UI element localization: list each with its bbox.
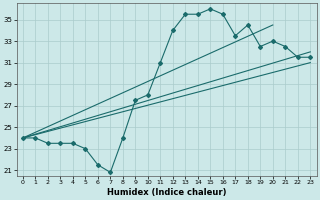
X-axis label: Humidex (Indice chaleur): Humidex (Indice chaleur) <box>107 188 226 197</box>
